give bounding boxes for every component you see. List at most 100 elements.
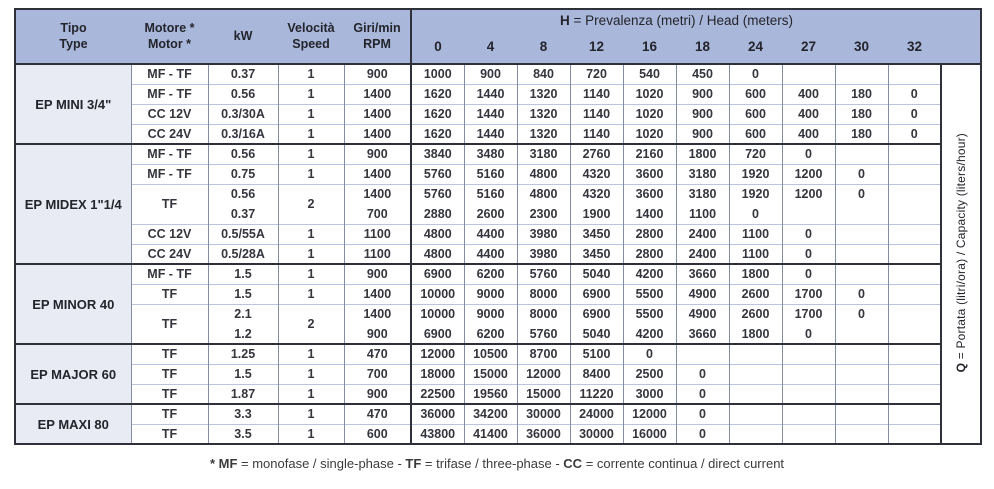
motor-cell: MF - TF (130, 143, 208, 164)
motor-cell: TF (130, 423, 208, 444)
capacity-cell: 1800 (728, 324, 782, 344)
capacity-cell: 2800 (622, 243, 676, 264)
capacity-cell: 5500 (622, 303, 676, 324)
speed-cell: 1 (277, 163, 344, 184)
capacity-cell: 840 (516, 63, 570, 84)
capacity-cell (887, 243, 942, 264)
kw-cell: 3.3 (207, 403, 278, 424)
table-body: EP MINI 3/4" MF - TF 0.37 1 900 1000 900 840 720… (15, 63, 982, 444)
capacity-cell: 1440 (463, 123, 517, 144)
capacity-cell: 1020 (622, 123, 676, 144)
capacity-cell (834, 263, 888, 284)
speed-cell: 1 (277, 143, 344, 164)
col-header-kw-label: kW (233, 28, 253, 43)
capacity-cell: 8000 (516, 303, 570, 324)
capacity-cell: 1920 (728, 183, 782, 204)
kw-cell: 0.56 (207, 183, 278, 204)
speed-cell: 1 (277, 103, 344, 124)
capacity-cell: 1900 (569, 204, 623, 224)
capacity-cell: 34200 (463, 403, 517, 424)
capacity-cell (781, 383, 835, 404)
capacity-cell: 5040 (569, 263, 623, 284)
capacity-cell: 9000 (463, 283, 517, 304)
motor-cell: CC 12V (130, 103, 208, 124)
capacity-cell (834, 403, 888, 424)
col-header-kw: kW (208, 9, 278, 64)
capacity-cell: 1440 (463, 83, 517, 104)
capacity-cell: 4900 (675, 303, 729, 324)
footnote-cc-bold: CC (563, 456, 583, 471)
head-value-18: 18 (676, 32, 729, 64)
speed-cell: 1 (277, 263, 344, 284)
capacity-cell: 12000 (410, 343, 464, 364)
speed-cell: 1 (277, 223, 344, 244)
capacity-cell: 8400 (569, 363, 623, 384)
rpm-cell: 900 (343, 383, 411, 404)
capacity-cell: 15000 (516, 383, 570, 404)
capacity-cell: 3600 (622, 183, 676, 204)
capacity-cell (887, 263, 942, 284)
kw-cell: 0.75 (207, 163, 278, 184)
capacity-cell: 36000 (516, 423, 570, 444)
capacity-cell (781, 343, 835, 364)
head-title-rest: = Prevalenza (metri) / Head (meters) (569, 12, 793, 28)
speed-cell: 1 (277, 63, 344, 84)
rpm-cell: 900 (343, 263, 411, 284)
capacity-cell (887, 163, 942, 184)
capacity-cell: 3480 (463, 143, 517, 164)
capacity-cell: 1620 (410, 103, 464, 124)
rpm-cell: 900 (343, 63, 411, 84)
capacity-cell: 900 (463, 63, 517, 84)
rpm-cell: 600 (343, 423, 411, 444)
capacity-cell: 1200 (781, 183, 835, 204)
motor-cell: TF (130, 303, 208, 344)
capacity-cell: 180 (834, 103, 888, 124)
col-header-rpm-line2: RPM (363, 36, 391, 51)
capacity-cell: 16000 (622, 423, 676, 444)
capacity-cell: 0 (622, 343, 676, 364)
kw-cell: 0.37 (207, 63, 278, 84)
capacity-cell: 600 (728, 83, 782, 104)
col-header-rpm-line1: Giri/min (353, 20, 401, 35)
head-value-24: 24 (729, 32, 782, 64)
capacity-cell: 3980 (516, 243, 570, 264)
capacity-cell: 30000 (516, 403, 570, 424)
capacity-axis-cell: Q = Portata (litri/ora) / Capacity (lite… (940, 63, 982, 444)
capacity-cell (887, 363, 942, 384)
capacity-cell (781, 204, 835, 224)
kw-cell: 2.1 (207, 303, 278, 324)
kw-cell: 0.37 (207, 204, 278, 224)
capacity-cell (834, 423, 888, 444)
capacity-cell: 30000 (569, 423, 623, 444)
capacity-cell (887, 283, 942, 304)
col-header-type-line2: Type (59, 36, 88, 51)
capacity-cell: 0 (834, 183, 888, 204)
rpm-cell: 900 (343, 143, 411, 164)
capacity-cell (834, 324, 888, 344)
capacity-cell (887, 143, 942, 164)
capacity-cell: 4200 (622, 324, 676, 344)
capacity-cell: 3980 (516, 223, 570, 244)
footnote-mf-bold: * MF (209, 456, 238, 471)
rpm-cell: 900 (343, 324, 411, 344)
capacity-cell: 1320 (516, 103, 570, 124)
capacity-cell: 0 (834, 283, 888, 304)
capacity-cell: 1000 (410, 63, 464, 84)
kw-cell: 1.5 (207, 283, 278, 304)
capacity-cell: 720 (569, 63, 623, 84)
capacity-cell: 3000 (622, 383, 676, 404)
capacity-cell: 1920 (728, 163, 782, 184)
capacity-cell (887, 324, 942, 344)
capacity-cell (887, 303, 942, 324)
capacity-cell: 19560 (463, 383, 517, 404)
kw-cell: 0.3/30A (207, 103, 278, 124)
capacity-cell (887, 183, 942, 204)
capacity-cell: 2880 (410, 204, 464, 224)
motor-cell: CC 24V (130, 243, 208, 264)
capacity-cell: 4800 (516, 163, 570, 184)
capacity-cell: 8000 (516, 283, 570, 304)
motor-cell: CC 12V (130, 223, 208, 244)
capacity-cell: 1800 (728, 263, 782, 284)
capacity-cell: 18000 (410, 363, 464, 384)
rpm-cell: 1400 (343, 283, 411, 304)
